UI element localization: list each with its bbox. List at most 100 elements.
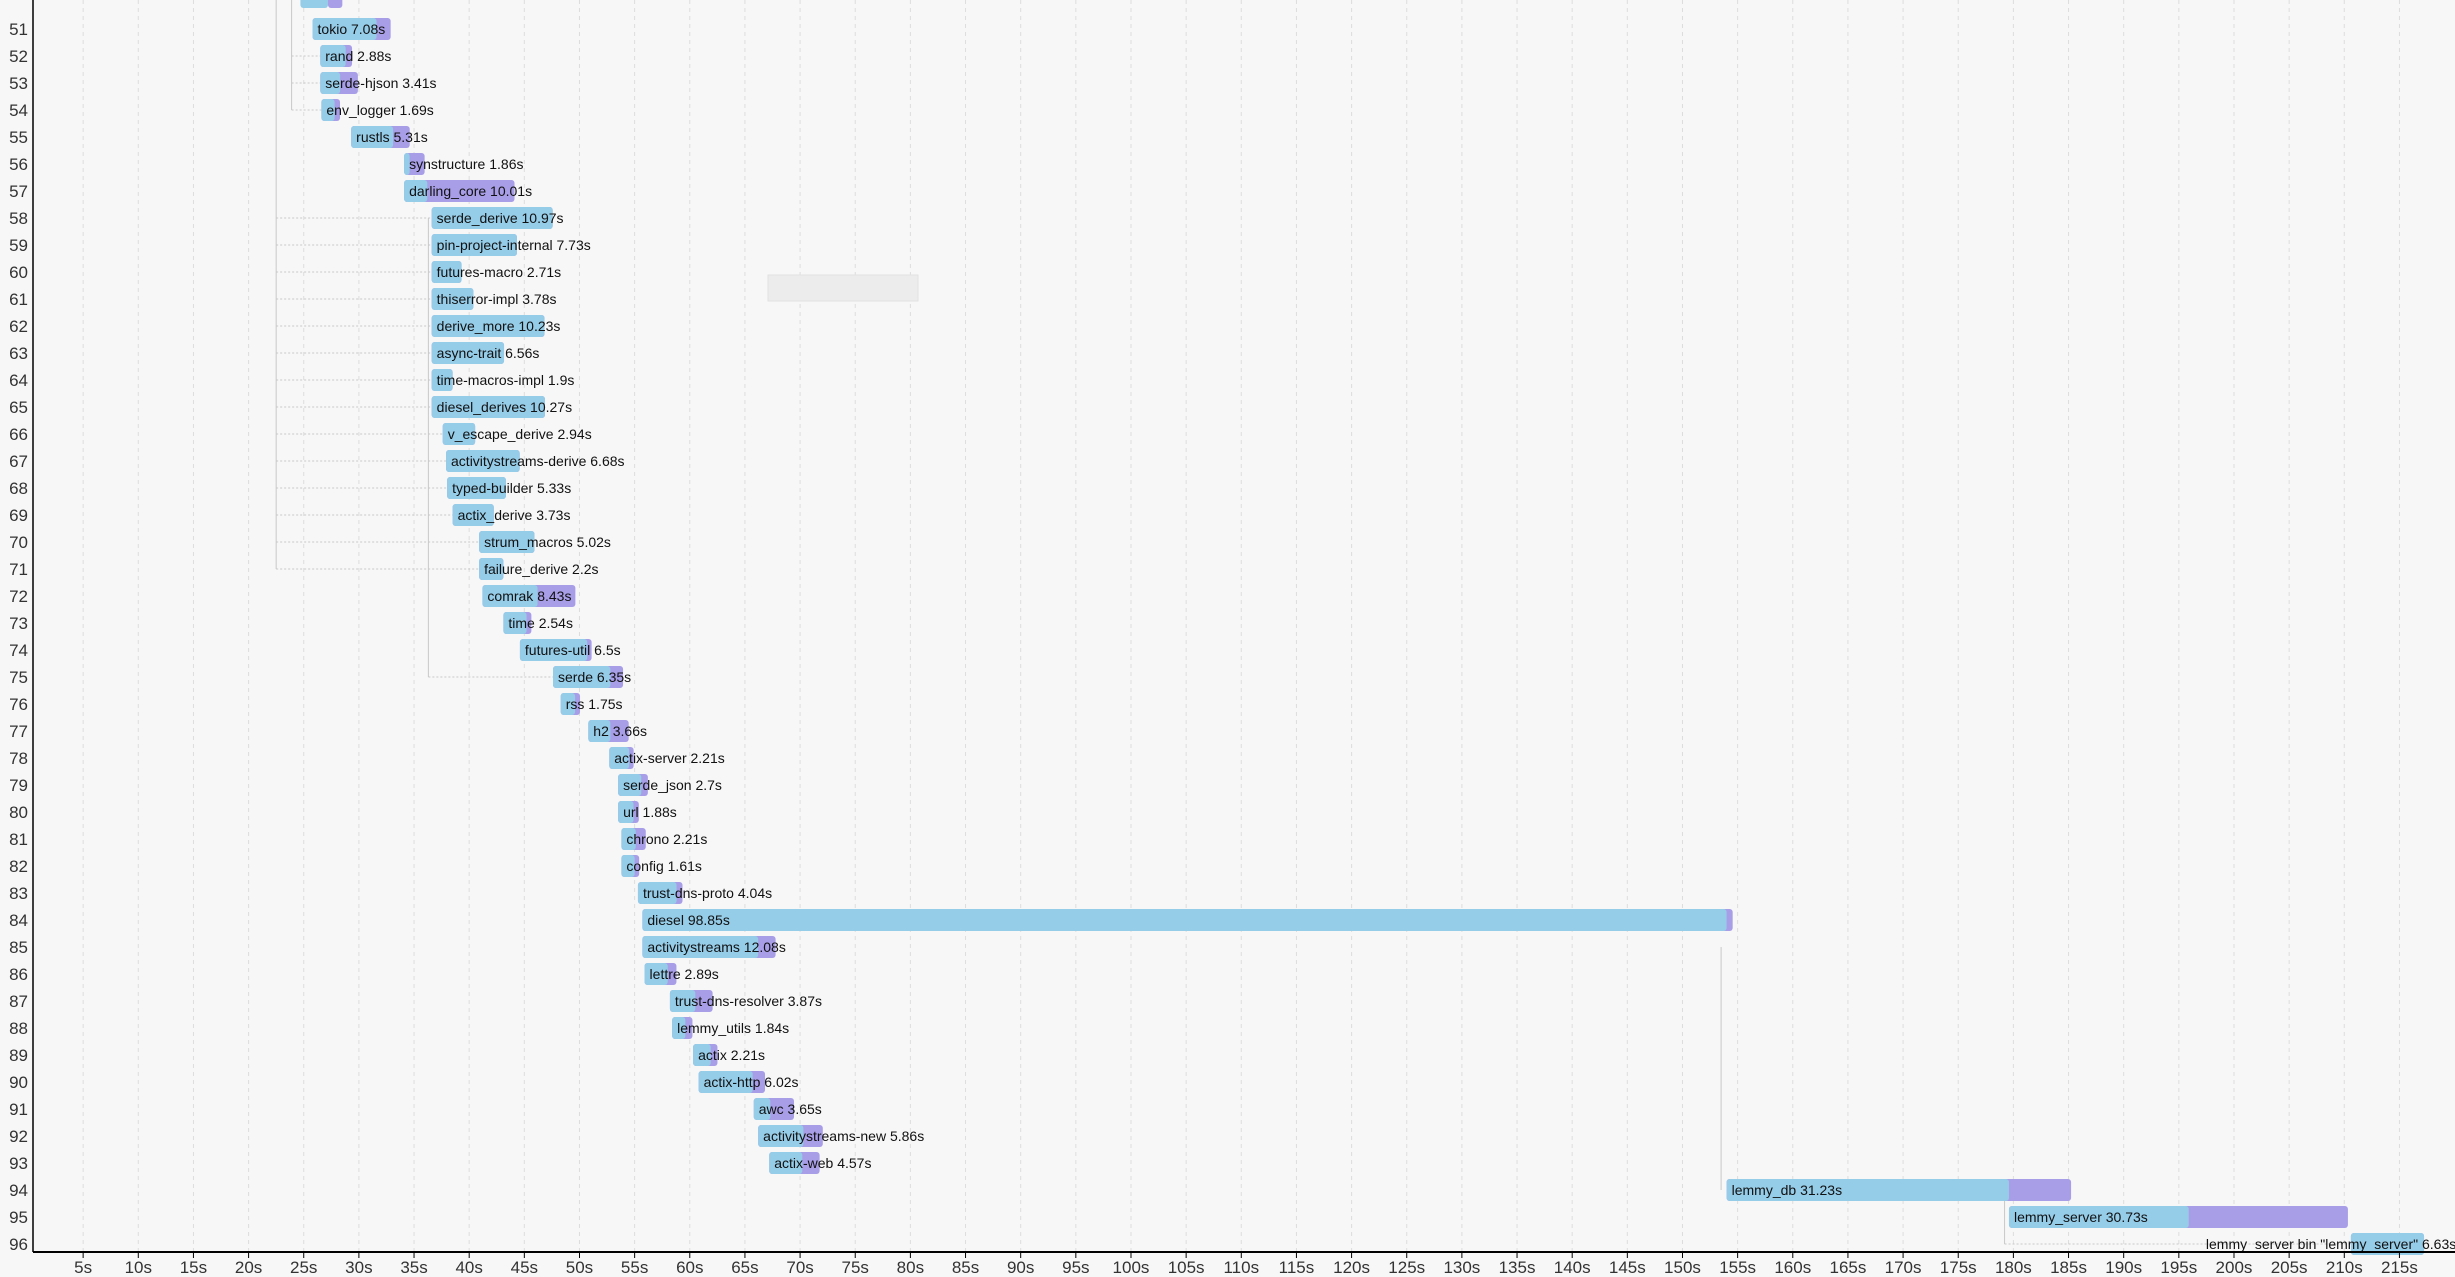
unit-row-51[interactable]: tokio 7.08s	[312, 18, 391, 40]
unit-row-60[interactable]: futures-macro 2.71s	[431, 261, 561, 283]
unit-row-85[interactable]: activitystreams 12.08s	[642, 936, 786, 958]
unit-row-90[interactable]: actix-http 6.02s	[698, 1071, 799, 1093]
unit-row-93[interactable]: actix-web 4.57s	[769, 1152, 871, 1174]
unit-bar-codegen[interactable]	[431, 396, 545, 418]
unit-bar-codegen[interactable]	[621, 828, 636, 850]
unit-row-73[interactable]: time 2.54s	[503, 612, 573, 634]
unit-bar-frontend[interactable]	[404, 180, 515, 202]
unit-bar-codegen[interactable]	[519, 639, 588, 661]
unit-bar-codegen[interactable]	[503, 612, 527, 634]
unit-bar-codegen[interactable]	[698, 1071, 753, 1093]
unit-bar-codegen[interactable]	[479, 558, 504, 580]
unit-row-83[interactable]: trust-dns-proto 4.04s	[637, 882, 772, 904]
unit-row-66[interactable]: v_escape_derive 2.94s	[442, 423, 592, 445]
unit-bar-codegen[interactable]	[431, 261, 462, 283]
unit-bar-codegen[interactable]	[404, 180, 428, 202]
unit-row-61[interactable]: thiserror-impl 3.78s	[431, 288, 557, 310]
unit-bar-codegen[interactable]	[312, 18, 377, 40]
unit-row-78[interactable]: actix-server 2.21s	[609, 747, 725, 769]
unit-bar-codegen[interactable]	[693, 1044, 711, 1066]
unit-row-89[interactable]: actix 2.21s	[693, 1044, 765, 1066]
unit-bar-codegen[interactable]	[446, 450, 520, 472]
unit-bar-codegen[interactable]	[758, 1125, 804, 1147]
x-tick-label: 165s	[1829, 1258, 1866, 1277]
unit-bar-codegen[interactable]	[637, 882, 677, 904]
unit-bar-codegen[interactable]	[442, 423, 476, 445]
unit-row-92[interactable]: activitystreams-new 5.86s	[758, 1125, 924, 1147]
unit-row-81[interactable]: chrono 2.21s	[621, 828, 707, 850]
unit-row-53[interactable]: serde-hjson 3.41s	[320, 72, 437, 94]
unit-row-88[interactable]: lemmy_utils 1.84s	[672, 1017, 789, 1039]
unit-bar-codegen[interactable]	[669, 990, 696, 1012]
unit-bar-codegen[interactable]	[621, 855, 635, 877]
unit-bar-codegen[interactable]	[642, 909, 1727, 931]
unit-row-70[interactable]: strum_macros 5.02s	[479, 531, 611, 553]
unit-bar-codegen[interactable]	[553, 666, 611, 688]
unit-bar-codegen[interactable]	[618, 801, 634, 823]
unit-row-52[interactable]: rand 2.88s	[320, 45, 391, 67]
unit-bar-codegen[interactable]	[431, 342, 505, 364]
unit-row-72[interactable]: comrak 8.43s	[482, 585, 576, 607]
unit-bar-codegen[interactable]	[618, 774, 642, 796]
unit-bar-codegen[interactable]	[447, 477, 506, 499]
unit-row-62[interactable]: derive_more 10.23s	[431, 315, 561, 337]
unit-row-76[interactable]: rss 1.75s	[560, 693, 623, 715]
unit-row-77[interactable]: h2 3.66s	[588, 720, 647, 742]
unit-bar-codegen[interactable]	[431, 288, 474, 310]
unit-row-75[interactable]: serde 6.35s	[553, 666, 631, 688]
unit-row-95[interactable]: lemmy_server 30.73s	[2008, 1206, 2348, 1228]
unit-row-96[interactable]: lemmy_server bin "lemmy_server" 6.63s	[2206, 1233, 2455, 1255]
unit-bar-codegen[interactable]	[482, 585, 538, 607]
row-number: 51	[9, 20, 28, 39]
unit-bar-codegen[interactable]	[588, 720, 611, 742]
unit-row-80[interactable]: url 1.88s	[618, 801, 677, 823]
unit-bar-codegen[interactable]	[672, 1017, 686, 1039]
unit-row-87[interactable]: trust-dns-resolver 3.87s	[669, 990, 822, 1012]
unit-bar-codegen[interactable]	[431, 369, 453, 391]
unit-bar-codegen[interactable]	[1726, 1179, 2009, 1201]
unit-row-94[interactable]: lemmy_db 31.23s	[1726, 1179, 2072, 1201]
unit-bar-codegen[interactable]	[753, 1098, 771, 1120]
unit-bar-codegen[interactable]	[431, 207, 553, 229]
unit-row-65[interactable]: diesel_derives 10.27s	[431, 396, 572, 418]
unit-bar-codegen[interactable]	[642, 936, 759, 958]
unit-row-82[interactable]: config 1.61s	[621, 855, 702, 877]
unit-bar-codegen[interactable]	[644, 963, 668, 985]
unit-bar-codegen[interactable]	[404, 153, 410, 175]
unit-row-74[interactable]: futures-util 6.5s	[519, 639, 621, 661]
unit-bar-codegen[interactable]	[351, 126, 394, 148]
unit-bar-codegen[interactable]	[609, 747, 630, 769]
unit-bar-codegen[interactable]	[2350, 1233, 2425, 1255]
unit-row-69[interactable]: actix_derive 3.73s	[452, 504, 571, 526]
unit-row-59[interactable]: pin-project-internal 7.73s	[431, 234, 591, 256]
unit-bar-codegen[interactable]	[431, 234, 517, 256]
unit-row-84[interactable]: diesel 98.85s	[642, 909, 1733, 931]
unit-label: trust-dns-resolver 3.87s	[675, 993, 822, 1009]
unit-row-91[interactable]: awc 3.65s	[753, 1098, 822, 1120]
row-number: 71	[9, 560, 28, 579]
unit-bar-codegen[interactable]	[431, 315, 545, 337]
unit-bar-codegen[interactable]	[452, 504, 494, 526]
unit-bar-codegen[interactable]	[320, 45, 346, 67]
unit-row-57[interactable]: darling_core 10.01s	[404, 180, 532, 202]
unit-bar-codegen[interactable]	[2008, 1206, 2189, 1228]
unit-row-63[interactable]: async-trait 6.56s	[431, 342, 540, 364]
unit-row-71[interactable]: failure_derive 2.2s	[479, 558, 599, 580]
unit-bar-codegen[interactable]	[769, 1152, 803, 1174]
unit-bar-codegen[interactable]	[479, 531, 535, 553]
unit-row-79[interactable]: serde_json 2.7s	[618, 774, 722, 796]
unit-row-86[interactable]: lettre 2.89s	[644, 963, 719, 985]
unit-row-67[interactable]: activitystreams-derive 6.68s	[446, 450, 625, 472]
row-number: 72	[9, 587, 28, 606]
unit-row-56[interactable]: synstructure 1.86s	[404, 153, 523, 175]
row-number: 93	[9, 1154, 28, 1173]
unit-label: rustls 5.31s	[356, 129, 428, 145]
unit-row-58[interactable]: serde_derive 10.97s	[431, 207, 564, 229]
unit-row-55[interactable]: rustls 5.31s	[351, 126, 428, 148]
unit-bar-codegen[interactable]	[320, 72, 341, 94]
unit-row-54[interactable]: env_logger 1.69s	[321, 99, 434, 121]
unit-bar-codegen[interactable]	[560, 693, 576, 715]
unit-row-68[interactable]: typed-builder 5.33s	[447, 477, 571, 499]
unit-row-64[interactable]: time-macros-impl 1.9s	[431, 369, 575, 391]
unit-bar-codegen[interactable]	[321, 99, 335, 121]
